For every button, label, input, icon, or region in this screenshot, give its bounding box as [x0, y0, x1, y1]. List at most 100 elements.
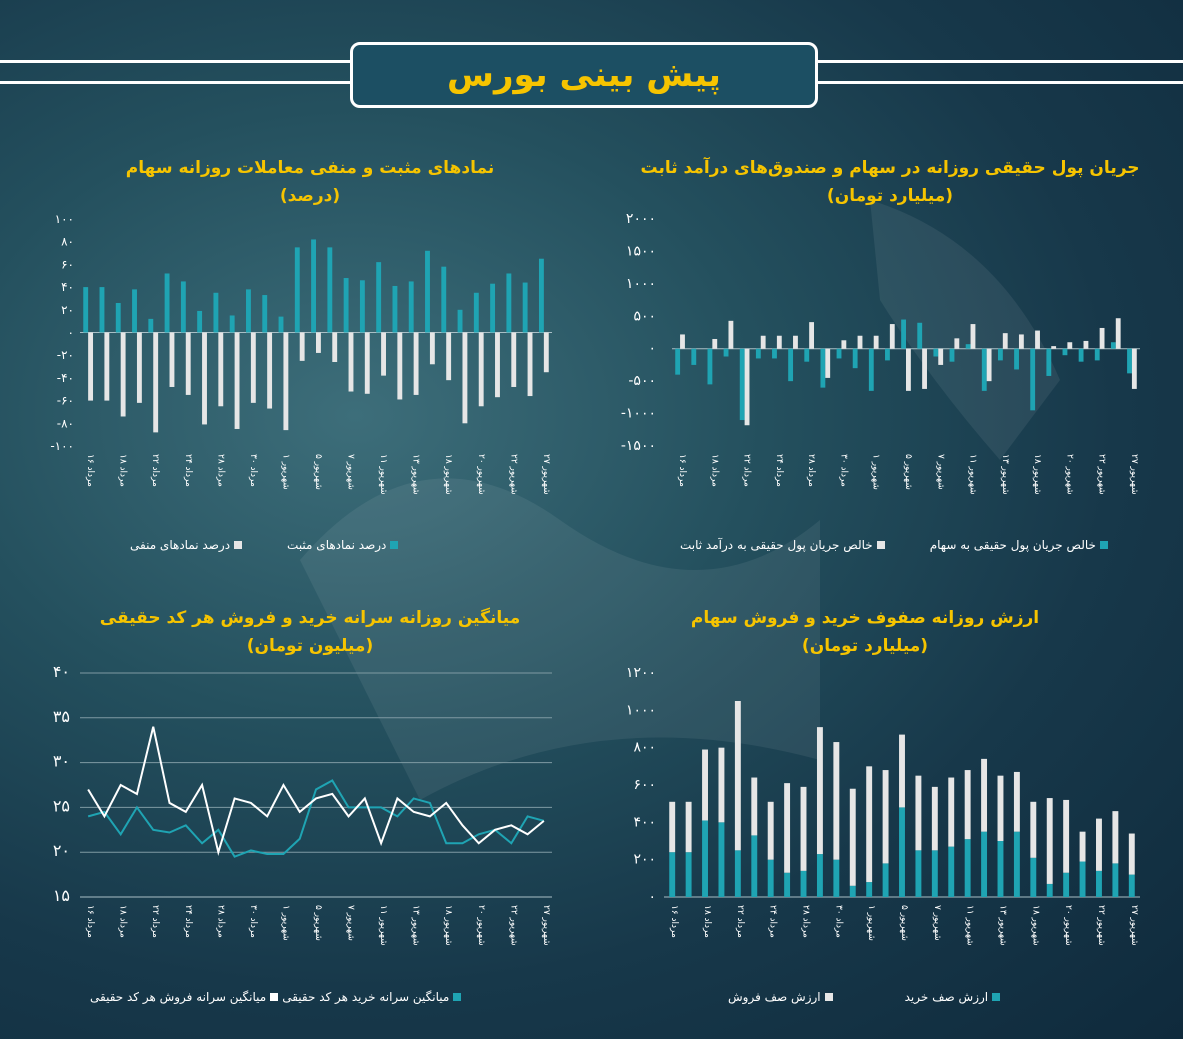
flow-ytick-label: ۲۰۰۰ [626, 211, 656, 227]
queue-bar-buy [1046, 883, 1053, 897]
flow-bar-series-0 [981, 348, 987, 391]
percode-legend-item-buy: میانگین سرانه خرید هر کد حقیقی [282, 990, 462, 1004]
queue-bar-buy [997, 841, 1004, 897]
flow-bar-series-0 [788, 348, 794, 382]
symbols-bar-series-1 [543, 332, 549, 373]
queue-bar-buy [685, 852, 692, 897]
queue-bar-sell [915, 775, 922, 851]
symbols-ytick-label: -۸۰ [57, 416, 74, 430]
queue-ytick-label: ۴۰۰ [633, 814, 656, 830]
flow-bar-series-0 [1094, 348, 1100, 361]
symbols-bar-series-1 [527, 332, 533, 397]
symbols-bar-series-1 [202, 332, 207, 425]
symbols-bar-series-1 [397, 332, 403, 400]
symbols-bar-series-1 [478, 332, 484, 407]
queue-xtick-label: ۷ شهریور [932, 905, 942, 941]
flow-ytick-label: ۰ [648, 341, 656, 357]
flow-xtick-label: ۷ شهریور [935, 454, 945, 490]
flow-bar-series-0 [997, 348, 1003, 361]
percode-xtick-label: ۲۲ شهریور [508, 905, 518, 946]
queue-bar-sell [1128, 833, 1135, 875]
queue-bar-sell [882, 770, 889, 864]
symbols-bar-series-0 [83, 287, 89, 333]
flow-bar-series-1 [728, 320, 734, 349]
queue-bar-buy [1013, 831, 1020, 897]
queue-bar-sell [1030, 801, 1037, 858]
flow-bar-series-1 [1067, 342, 1073, 349]
queue-bar-sell [997, 775, 1004, 841]
queue-bar-buy [948, 846, 955, 897]
symbols-bar-series-0 [132, 289, 137, 333]
queue-bar-sell [948, 777, 955, 847]
queue-ytick-label: ۲۰۰ [633, 852, 656, 868]
flow-bar-series-1 [938, 348, 944, 365]
flow-bar-series-0 [901, 319, 906, 349]
symbols-ytick-label: ۸۰ [61, 235, 74, 249]
flow-legend-item-fixed: خالص جریان پول حقیقی به درآمد ثابت [680, 538, 885, 552]
flow-bar-series-0 [1127, 348, 1132, 374]
queue-bar-buy [1096, 870, 1102, 897]
page-title: پیش بینی بورس [447, 55, 721, 95]
symbols-bar-series-1 [283, 332, 289, 431]
flow-bar-series-0 [739, 348, 745, 421]
flow-bar-series-1 [712, 338, 718, 349]
flow-bar-series-1 [680, 334, 685, 349]
symbols-legend-item-negative: درصد نمادهای منفی [130, 538, 243, 552]
queue-bar-sell [964, 770, 971, 840]
symbols-bar-series-0 [180, 281, 186, 333]
symbols-bar-series-1 [185, 332, 191, 395]
percode-xtick-label: ۲۲ مرداد [150, 905, 160, 938]
symbols-bar-series-1 [413, 332, 419, 395]
queue-chart-title: ارزش روزانه صفوف خرید و فروش سهام [690, 608, 1040, 628]
flow-bar-series-0 [755, 348, 761, 359]
flow-bar-series-0 [965, 344, 971, 349]
symbols-ytick-label: -۴۰ [57, 371, 74, 385]
flow-bar-series-1 [906, 348, 911, 391]
symbols-xtick-label: ۱۳ شهریور [411, 454, 421, 495]
flow-bar-series-0 [1078, 348, 1084, 362]
queue-legend-item-buy: ارزش صف خرید [905, 990, 1001, 1004]
flow-bar-series-0 [723, 348, 729, 357]
symbols-bar-series-0 [246, 289, 251, 333]
percode-xtick-label: ۲۸ مرداد [215, 905, 225, 938]
symbols-bar-series-1 [381, 332, 386, 376]
percode-xtick-label: ۲۷ شهریور [541, 905, 551, 946]
percode-xtick-label: ۱ شهریور [280, 905, 290, 941]
flow-bar-series-0 [1046, 348, 1052, 376]
flow-xtick-label: ۱۱ شهریور [968, 454, 978, 495]
flow-chart-title-block: جریان پول حقیقی روزانه در سهام و صندوق‌ه… [600, 154, 1180, 210]
queue-bar-buy [734, 850, 741, 897]
flow-bar-series-1 [776, 335, 782, 349]
queue-xtick-label: ۱ شهریور [866, 905, 876, 941]
percode-ytick-label: ۲۵ [53, 796, 70, 815]
symbols-bar-series-0 [343, 278, 349, 333]
flow-xtick-label: ۳۰ مرداد [838, 454, 848, 487]
symbols-ytick-label: -۲۰ [57, 348, 74, 362]
queue-xtick-label: ۱۳ شهریور [997, 905, 1007, 946]
symbols-bar-series-0 [311, 239, 316, 333]
symbols-xtick-label: ۱۶ مرداد [85, 454, 95, 487]
flow-xtick-label: ۲۲ شهریور [1097, 454, 1107, 495]
flow-ytick-label: ۱۵۰۰ [626, 243, 656, 259]
flow-xtick-label: ۱۸ شهریور [1032, 454, 1042, 495]
flow-bar-series-1 [1099, 327, 1105, 349]
queue-xtick-label: ۲۴ مرداد [768, 905, 778, 938]
symbols-xtick-label: ۷ شهریور [346, 454, 356, 490]
symbols-xtick-label: ۲۲ شهریور [508, 454, 518, 495]
flow-ytick-label: -۱۵۰۰ [621, 438, 656, 454]
queue-bar-sell [849, 788, 856, 886]
queue-chart-subtitle: (میلیارد تومان) [801, 636, 929, 656]
queue-bar-buy [981, 831, 988, 897]
queue-bar-buy [882, 863, 889, 897]
symbols-legend: درصد نمادهای مثبت درصد نمادهای منفی [130, 538, 399, 552]
flow-bar-series-0 [868, 348, 874, 391]
percode-legend: میانگین سرانه خرید هر کد حقیقی میانگین س… [90, 990, 462, 1004]
symbols-bar-series-0 [278, 316, 284, 333]
symbols-bar-series-0 [457, 309, 463, 333]
flow-bar-series-0 [933, 348, 939, 357]
queue-bar-sell [1096, 818, 1102, 871]
page-title-box: پیش بینی بورس [350, 42, 818, 108]
symbols-xtick-label: ۲۰ شهریور [476, 454, 486, 495]
symbols-xtick-label: ۲۲ مرداد [150, 454, 160, 487]
